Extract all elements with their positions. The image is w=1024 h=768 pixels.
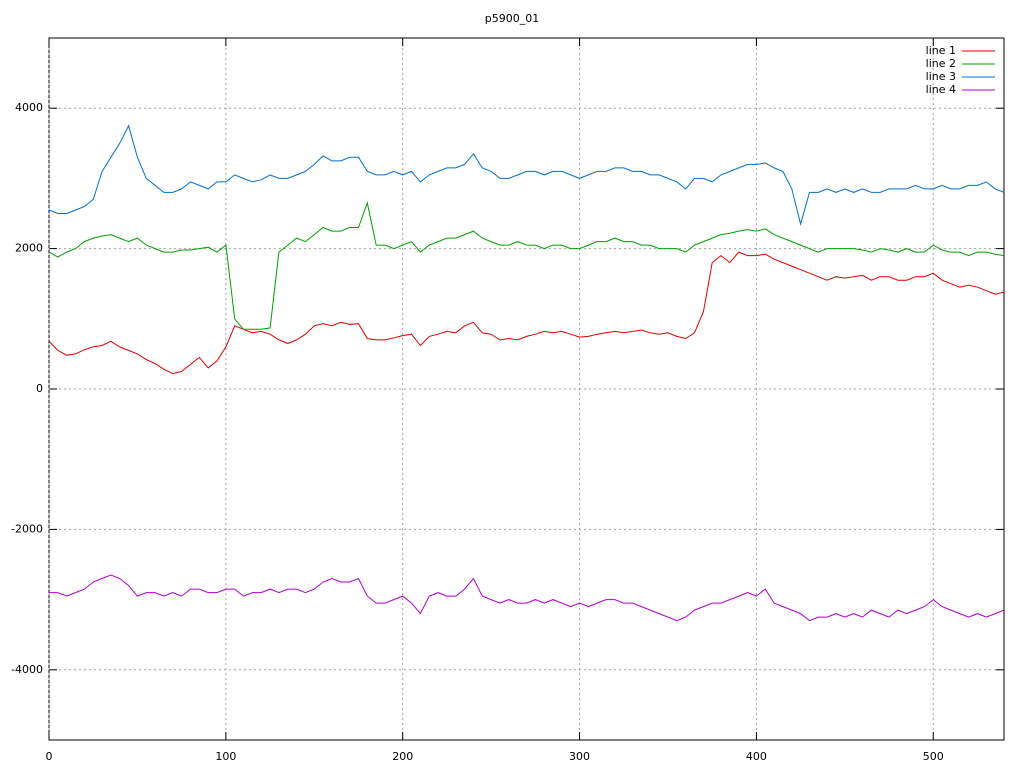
y-tick-label: 0 [36,382,43,395]
y-tick-label: 2000 [15,242,43,255]
x-tick-label: 400 [746,750,767,763]
legend-label: line 4 [926,83,956,96]
chart-title: p5900_01 [485,12,539,25]
legend-label: line 3 [926,70,956,83]
x-tick-label: 200 [392,750,413,763]
series-line [48,201,1005,330]
series-line [49,574,1005,622]
y-tick-label: 4000 [15,101,43,114]
legend-label: line 2 [926,57,956,70]
x-tick-label: 100 [215,750,236,763]
series-line [48,251,1005,375]
x-tick-label: 500 [923,750,944,763]
legend-label: line 1 [926,44,956,57]
x-tick-label: 300 [569,750,590,763]
y-tick-label: -2000 [11,522,43,535]
series-line [48,124,1005,226]
y-tick-label: -4000 [11,663,43,676]
x-tick-label: 0 [46,750,53,763]
